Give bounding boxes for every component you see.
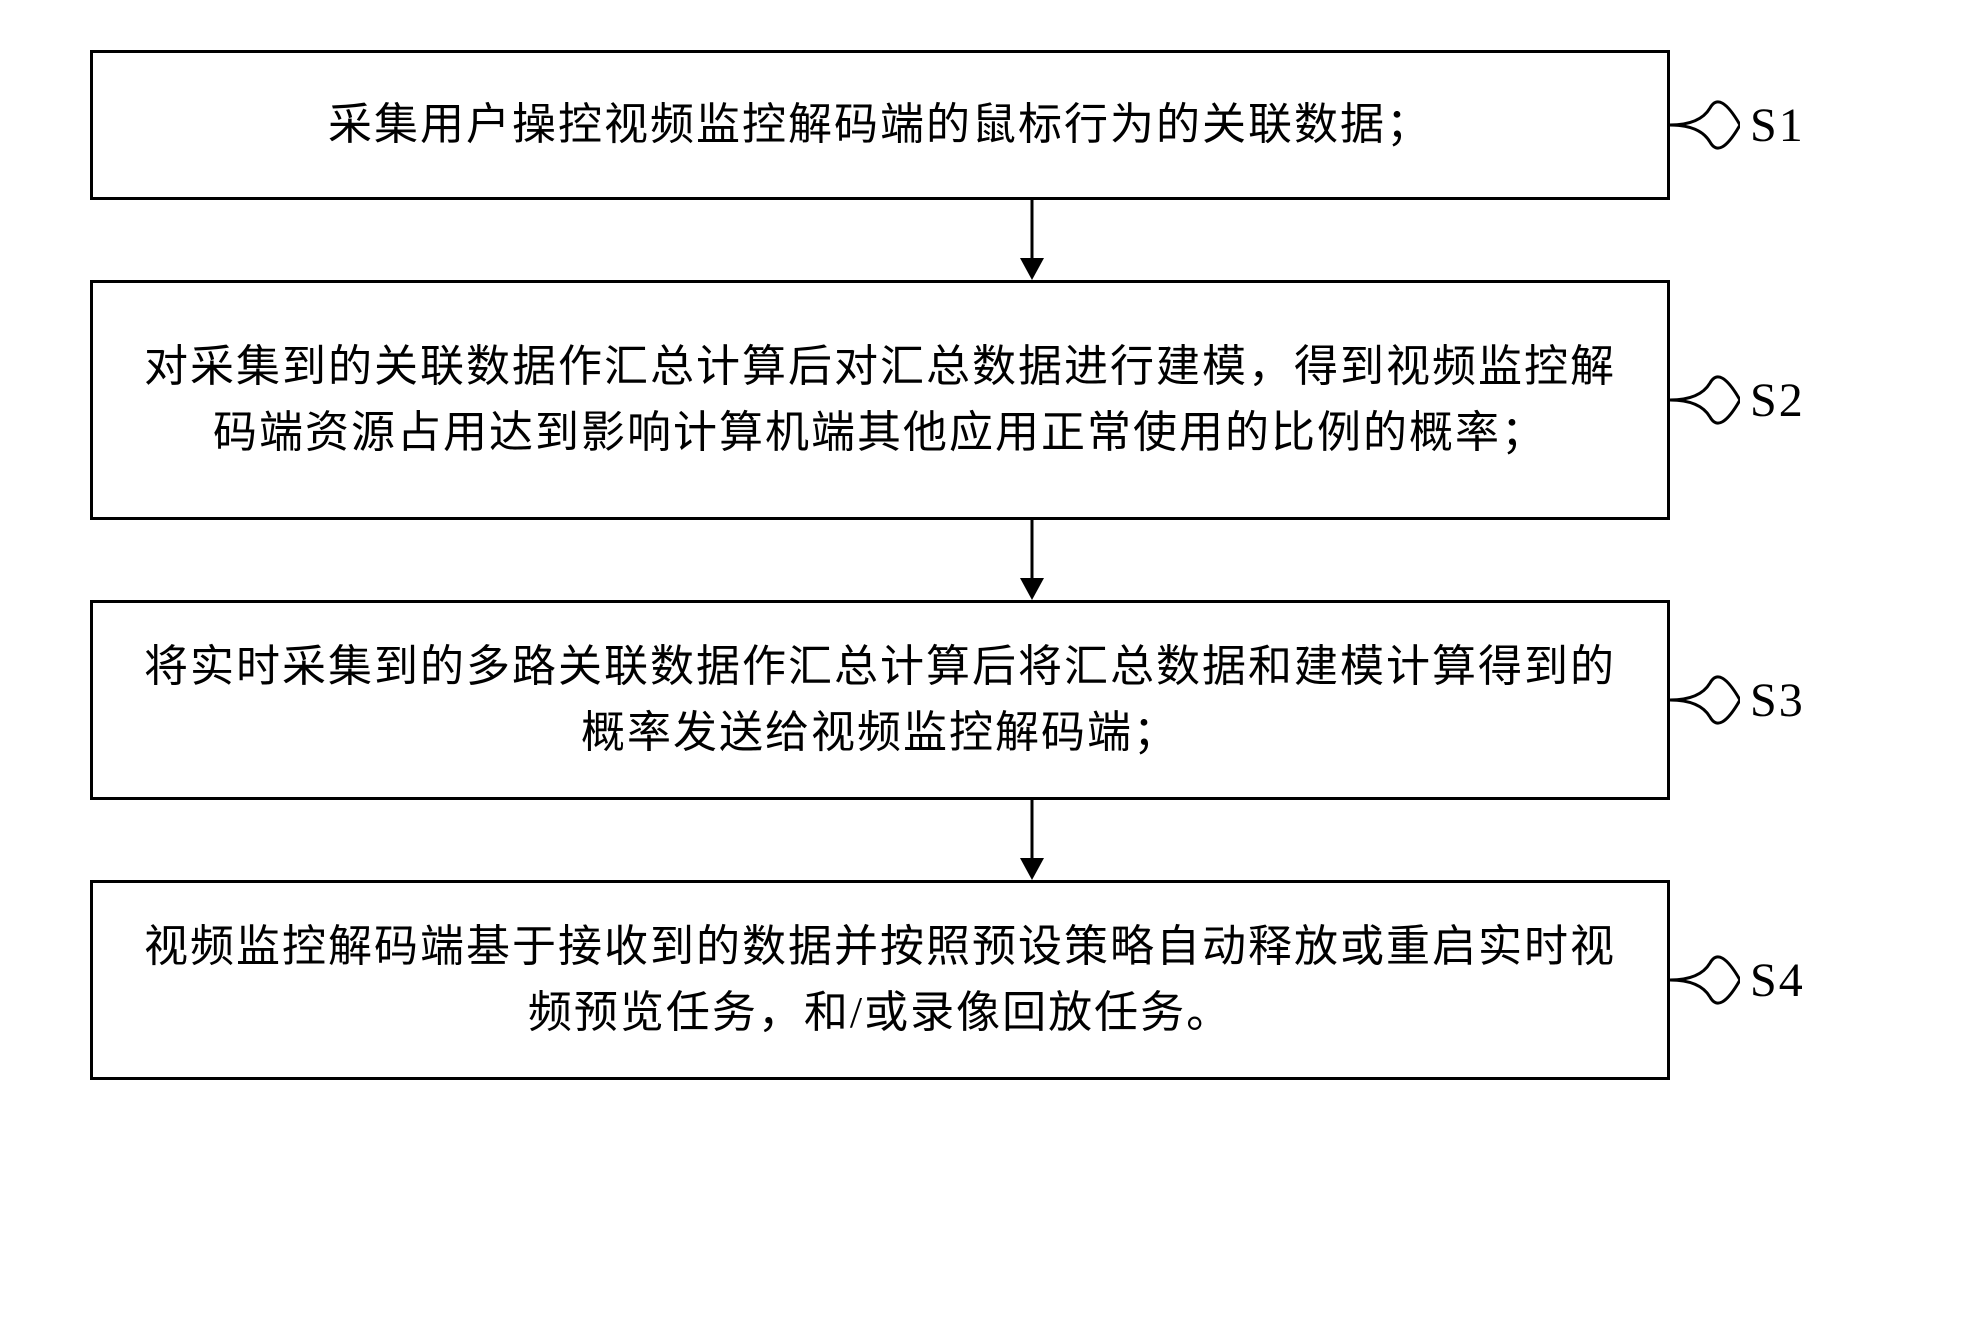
connector-curve-icon: [1670, 665, 1740, 735]
arrow-wrap: [242, 520, 1822, 600]
label-connector: S1: [1670, 90, 1805, 160]
arrow-down-icon: [1012, 800, 1052, 880]
connector-curve-icon: [1670, 945, 1740, 1015]
step-box-s1: 采集用户操控视频监控解码端的鼠标行为的关联数据；: [90, 50, 1670, 200]
label-connector: S4: [1670, 945, 1805, 1015]
label-connector: S2: [1670, 365, 1805, 435]
step-label: S1: [1750, 98, 1805, 153]
arrow-wrap: [242, 800, 1822, 880]
connector-curve-icon: [1670, 90, 1740, 160]
arrow-wrap: [242, 200, 1822, 280]
step-label: S3: [1750, 673, 1805, 728]
step-text: 采集用户操控视频监控解码端的鼠标行为的关联数据；: [328, 92, 1432, 158]
step-box-s4: 视频监控解码端基于接收到的数据并按照预设策略自动释放或重启实时视频预览任务，和/…: [90, 880, 1670, 1080]
label-connector: S3: [1670, 665, 1805, 735]
step-text: 将实时采集到的多路关联数据作汇总计算后将汇总数据和建模计算得到的概率发送给视频监…: [133, 634, 1627, 766]
step-row: 采集用户操控视频监控解码端的鼠标行为的关联数据； S1: [0, 50, 1973, 200]
flowchart: 采集用户操控视频监控解码端的鼠标行为的关联数据； S1 对采集到的关联数据作汇总…: [0, 50, 1973, 1080]
arrow-down-icon: [1012, 520, 1052, 600]
arrow-down-icon: [1012, 200, 1052, 280]
step-row: 对采集到的关联数据作汇总计算后对汇总数据进行建模，得到视频监控解码端资源占用达到…: [0, 280, 1973, 520]
connector-curve-icon: [1670, 365, 1740, 435]
step-row: 将实时采集到的多路关联数据作汇总计算后将汇总数据和建模计算得到的概率发送给视频监…: [0, 600, 1973, 800]
step-row: 视频监控解码端基于接收到的数据并按照预设策略自动释放或重启实时视频预览任务，和/…: [0, 880, 1973, 1080]
step-box-s3: 将实时采集到的多路关联数据作汇总计算后将汇总数据和建模计算得到的概率发送给视频监…: [90, 600, 1670, 800]
step-text: 对采集到的关联数据作汇总计算后对汇总数据进行建模，得到视频监控解码端资源占用达到…: [133, 334, 1627, 466]
step-box-s2: 对采集到的关联数据作汇总计算后对汇总数据进行建模，得到视频监控解码端资源占用达到…: [90, 280, 1670, 520]
step-text: 视频监控解码端基于接收到的数据并按照预设策略自动释放或重启实时视频预览任务，和/…: [133, 914, 1627, 1046]
step-label: S4: [1750, 953, 1805, 1008]
step-label: S2: [1750, 373, 1805, 428]
